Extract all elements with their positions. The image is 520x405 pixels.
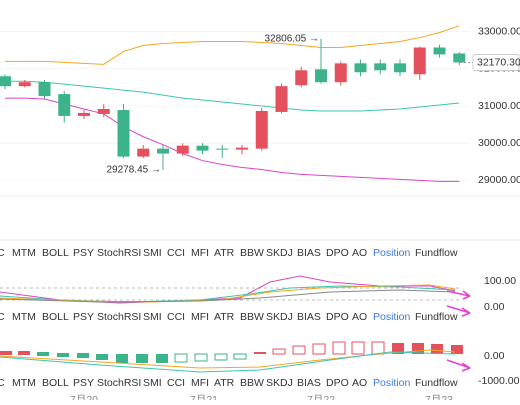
y-tick-label: 29000.00 bbox=[478, 174, 520, 186]
indicator-tab[interactable]: BOLL bbox=[42, 311, 69, 323]
indicator-tab[interactable]: CCI bbox=[167, 311, 185, 323]
candle-body bbox=[433, 47, 446, 55]
indicator-tab[interactable]: PSY bbox=[73, 311, 94, 323]
indicator-tab[interactable]: Position bbox=[373, 247, 411, 259]
indicator-tab[interactable]: Fundflow bbox=[415, 247, 458, 259]
indicator-tab[interactable]: AO bbox=[352, 247, 367, 259]
candle-body bbox=[275, 86, 288, 112]
indicator-tab[interactable]: SKDJ bbox=[266, 311, 293, 323]
candle-body bbox=[295, 70, 308, 86]
indicator-tab[interactable]: BIAS bbox=[297, 311, 321, 323]
date-label: 7月21 bbox=[190, 394, 218, 400]
indicator-tab[interactable]: StochRSI bbox=[97, 311, 141, 323]
candle-body bbox=[216, 148, 229, 150]
candle-body bbox=[236, 147, 248, 150]
price-annotation: 32806.05 → bbox=[265, 33, 320, 44]
candle-body bbox=[334, 63, 347, 83]
indicator-tab[interactable]: StochRSI bbox=[97, 247, 141, 259]
candle-body bbox=[255, 110, 268, 149]
candle-body bbox=[315, 69, 327, 83]
indicator-tab[interactable]: C bbox=[0, 247, 5, 259]
panel-label: 0.00 bbox=[484, 350, 505, 362]
date-label: 7月22 bbox=[307, 394, 335, 400]
indicator-tab[interactable]: DPO bbox=[326, 311, 349, 323]
indicator-tab[interactable]: StochRSI bbox=[97, 377, 141, 389]
candle-body bbox=[157, 148, 169, 154]
indicator-tab[interactable]: AO bbox=[352, 377, 367, 389]
candle-body bbox=[453, 53, 466, 63]
y-tick-label: 33000.00 bbox=[478, 25, 520, 37]
indicator-tab[interactable]: Fundflow bbox=[415, 311, 458, 323]
indicator-tab[interactable]: BOLL bbox=[42, 247, 69, 259]
candle-body bbox=[78, 112, 90, 116]
indicator-tab[interactable]: MFI bbox=[191, 377, 209, 389]
candle-body bbox=[354, 63, 367, 73]
indicator-tab[interactable]: BBW bbox=[240, 377, 264, 389]
candle-body bbox=[38, 82, 51, 97]
indicator-tab[interactable]: SKDJ bbox=[266, 377, 293, 389]
candle-body bbox=[413, 47, 426, 75]
bollinger-line bbox=[5, 97, 460, 182]
indicator-tab[interactable]: DPO bbox=[326, 247, 349, 259]
indicator-tab[interactable]: BIAS bbox=[297, 247, 321, 259]
indicator-tab[interactable]: C bbox=[0, 311, 5, 323]
date-label: 7月20 bbox=[70, 394, 98, 400]
indicator-tab[interactable]: ATR bbox=[214, 247, 235, 259]
indicator-tab[interactable]: ATR bbox=[214, 311, 235, 323]
indicator-tab[interactable]: C bbox=[0, 377, 5, 389]
indicator-tab[interactable]: Fundflow bbox=[415, 377, 458, 389]
candle-body bbox=[394, 63, 406, 73]
bollinger-line bbox=[5, 80, 460, 112]
indicator-tab[interactable]: Position bbox=[373, 311, 411, 323]
date-label: 7月23 bbox=[425, 394, 453, 400]
bollinger-line bbox=[5, 25, 460, 65]
arrow bbox=[446, 359, 471, 372]
arrow bbox=[446, 290, 471, 300]
candle-body bbox=[196, 145, 209, 151]
indicator-tab[interactable]: BIAS bbox=[297, 377, 321, 389]
indicator-tab[interactable]: SKDJ bbox=[266, 247, 293, 259]
indicator-tab[interactable]: PSY bbox=[73, 377, 94, 389]
candle-body bbox=[117, 109, 130, 157]
panel-label: -1000.00 bbox=[478, 375, 520, 387]
indicator-tab[interactable]: BBW bbox=[240, 247, 264, 259]
indicator-tab[interactable]: Position bbox=[373, 377, 411, 389]
indicator-panel-2 bbox=[0, 341, 463, 373]
arrow bbox=[446, 305, 471, 317]
indicator-tab[interactable]: AO bbox=[352, 311, 367, 323]
last-price-box bbox=[472, 53, 520, 71]
indicator-tab[interactable]: BOLL bbox=[42, 377, 69, 389]
indicator-tab[interactable]: MTM bbox=[12, 311, 36, 323]
indicator-tab[interactable]: PSY bbox=[73, 247, 94, 259]
indicator-tab[interactable]: MFI bbox=[191, 247, 209, 259]
indicator-tab[interactable]: CCI bbox=[167, 377, 185, 389]
indicator-panel-1 bbox=[0, 275, 460, 304]
candle-body bbox=[137, 148, 150, 157]
indicator-tab[interactable]: ATR bbox=[214, 377, 235, 389]
candle-body bbox=[18, 82, 31, 87]
y-tick-label: 31000.00 bbox=[478, 100, 520, 112]
panel-label: 100.00 bbox=[484, 275, 516, 287]
last-price-label: 32170.30 bbox=[477, 56, 520, 68]
price-annotation: 29278.45 → bbox=[107, 165, 162, 176]
indicator-tab[interactable]: MTM bbox=[12, 247, 36, 259]
indicator-tab[interactable]: DPO bbox=[326, 377, 349, 389]
y-tick-label: 30000.00 bbox=[478, 137, 520, 149]
indicator-tab[interactable]: BBW bbox=[240, 311, 264, 323]
panel-label: 0.00 bbox=[484, 301, 505, 313]
candle-body bbox=[176, 145, 189, 154]
candle-body bbox=[374, 63, 387, 71]
candle-body bbox=[58, 94, 71, 116]
indicator-tab[interactable]: MTM bbox=[12, 377, 36, 389]
candle-body bbox=[97, 108, 110, 114]
indicator-tab[interactable]: SMI bbox=[143, 311, 162, 323]
indicator-tab[interactable]: CCI bbox=[167, 247, 185, 259]
indicator-tab[interactable]: SMI bbox=[143, 247, 162, 259]
indicator-tab[interactable]: SMI bbox=[143, 377, 162, 389]
indicator-tab[interactable]: MFI bbox=[191, 311, 209, 323]
candle-body bbox=[0, 76, 11, 87]
